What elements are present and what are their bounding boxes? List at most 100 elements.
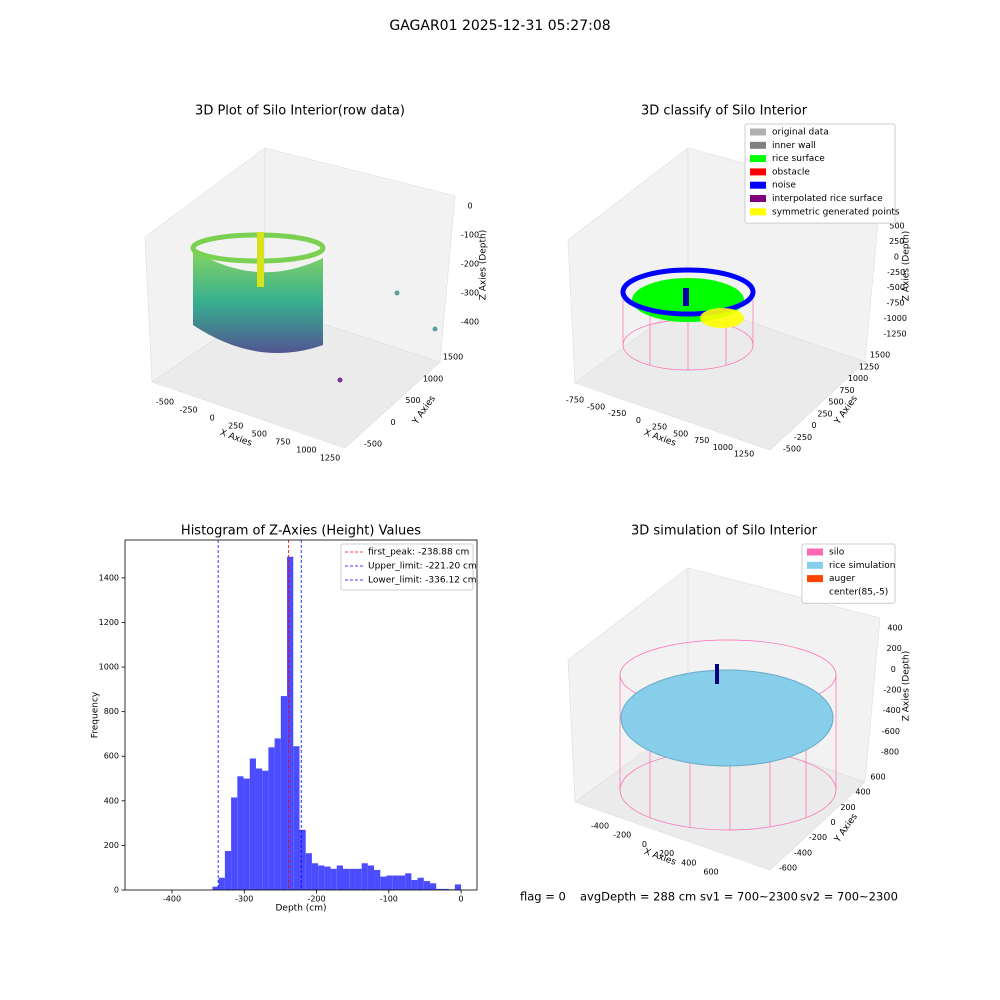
z-tick-label: -600: [882, 727, 900, 736]
bar: [311, 863, 319, 890]
y-tick-label: -500: [364, 440, 382, 449]
bar: [249, 758, 256, 890]
bar: [268, 747, 275, 890]
bar: [342, 868, 350, 890]
legend-box: [340, 543, 474, 591]
legend-box: [801, 543, 896, 604]
bar: [324, 866, 331, 890]
x-tick-label: -200: [613, 831, 631, 840]
x-tick-label: 750: [275, 438, 290, 447]
status-text: avgDepth = 288 cm: [580, 890, 696, 904]
x-tick-label: 0: [642, 840, 647, 849]
y-tick-label: -250: [794, 433, 812, 442]
z-tick-label: -300: [461, 289, 479, 298]
figure-title: GAGAR01 2025-12-31 05:27:08: [389, 18, 610, 34]
legend-label: Upper_limit: -221.20 cm: [368, 562, 477, 572]
y-tick-label: -200: [809, 833, 827, 842]
y-tick-label: 500: [405, 396, 420, 405]
z-tick-label: -750: [886, 299, 904, 308]
z-tick-label: 500: [889, 222, 904, 231]
legend-label: interpolated rice surface: [772, 194, 883, 204]
x-tick-label: -250: [608, 409, 626, 418]
bar: [454, 884, 462, 890]
bar: [262, 770, 269, 890]
z-tick-label: -200: [461, 260, 479, 269]
bar: [231, 797, 238, 890]
subplot-title: 3D classify of Silo Interior: [641, 104, 808, 119]
z-tick-label: 0: [891, 665, 896, 674]
y-tick-label: 600: [870, 773, 885, 782]
legend-label: obstacle: [772, 167, 810, 177]
y-axis-label: Y Axies: [832, 812, 860, 845]
bar: [367, 865, 375, 890]
y-tick-label: 200: [840, 803, 855, 812]
legend-patch: [807, 575, 823, 583]
y-tick-label: 0: [830, 818, 835, 827]
x-tick-label: 600: [703, 868, 718, 877]
z-tick-label: 0: [467, 202, 472, 211]
status-text: sv2 = 700~2300: [800, 890, 898, 904]
legend-label: original data: [772, 128, 829, 138]
bar: [436, 888, 443, 890]
x-tick-label: -400: [163, 895, 181, 904]
y-tick-label: 0: [811, 421, 816, 430]
bar: [405, 873, 412, 890]
bar: [349, 868, 356, 890]
status-text: sv1 = 700~2300: [700, 890, 798, 904]
y-tick-label: 400: [104, 796, 119, 805]
y-tick-label: -600: [779, 864, 797, 873]
legend-patch: [807, 561, 823, 569]
x-tick-label: -100: [380, 895, 398, 904]
x-tick-label: -300: [235, 895, 253, 904]
y-tick-label: 750: [839, 386, 854, 395]
x-tick-label: -250: [179, 406, 197, 415]
legend-label: first_peak: -238.88 cm: [368, 548, 469, 558]
y-tick-label: 250: [817, 409, 832, 418]
bar: [255, 768, 263, 890]
x-tick-label: 400: [681, 858, 696, 867]
legend-label: rice surface: [772, 154, 825, 164]
z-tick-label: 400: [887, 624, 902, 633]
bar: [299, 829, 306, 890]
y-tick-label: 200: [104, 841, 119, 850]
bar: [386, 875, 393, 890]
z-axis-label: Z Axies (Depth): [902, 231, 912, 302]
y-tick-label: 800: [104, 707, 119, 716]
classified-cloud: [620, 267, 756, 371]
bar: [280, 696, 288, 890]
bar: [423, 881, 431, 890]
x-tick-label: 200: [659, 849, 674, 858]
bar: [417, 877, 424, 890]
legend-patch: [750, 141, 766, 149]
legend-label: rice simulation: [829, 561, 895, 571]
silo-simulation: [619, 639, 837, 831]
bar: [374, 869, 381, 890]
legend-patch: [750, 128, 766, 136]
y-tick-label: 600: [104, 752, 119, 761]
x-tick-label: 1000: [296, 446, 316, 455]
x-tick-label: 500: [252, 430, 267, 439]
bar: [336, 865, 343, 890]
legend-label: inner wall: [772, 141, 816, 151]
z-tick-label: -200: [883, 686, 901, 695]
y-tick-label: -400: [794, 848, 812, 857]
legend-box: [744, 123, 896, 224]
bar: [355, 868, 362, 890]
z-tick-label: 250: [889, 237, 904, 246]
bar: [430, 883, 437, 890]
z-tick-label: -400: [883, 706, 901, 715]
x-tick-label: -500: [156, 398, 174, 407]
y-tick-label: 1400: [99, 573, 119, 582]
z-axis-label: Z Axies (Depth): [902, 651, 912, 722]
bar: [392, 875, 399, 890]
x-tick-label: -400: [591, 822, 609, 831]
point-cloud: [190, 232, 438, 383]
x-tick-label: 500: [673, 429, 688, 438]
subplot-title: 3D Plot of Silo Interior(row data): [195, 104, 405, 119]
legend-label: auger: [829, 574, 855, 584]
x-tick-label: 250: [228, 422, 243, 431]
legend-label: silo: [829, 548, 845, 558]
z-tick-label: -1000: [884, 314, 907, 323]
subplot-title: Histogram of Z-Axies (Height) Values: [181, 524, 421, 539]
